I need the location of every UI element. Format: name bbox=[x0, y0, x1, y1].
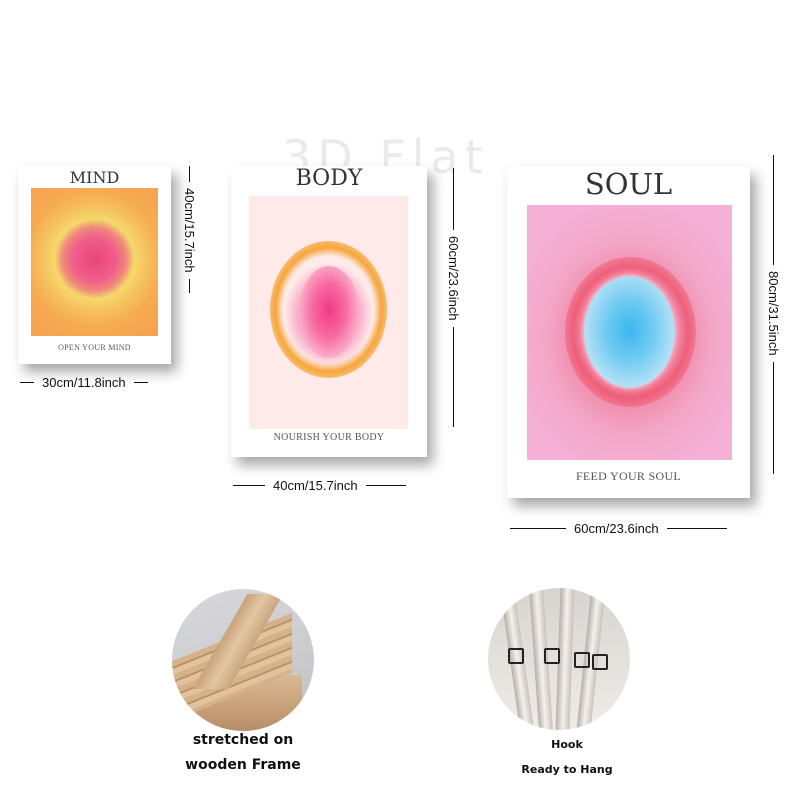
hook-icon bbox=[544, 648, 560, 664]
poster-body-title: BODY bbox=[295, 166, 363, 191]
poster-soul-artwork bbox=[527, 205, 732, 460]
hook-icon bbox=[574, 652, 590, 668]
mind-width-label: 30cm/11.8inch bbox=[42, 375, 126, 390]
poster-soul: SOUL FEED YOUR SOUL bbox=[507, 167, 750, 498]
hook-photo bbox=[488, 588, 630, 730]
poster-mind-artwork bbox=[31, 188, 158, 336]
soul-height-label: 80cm/31.5inch bbox=[766, 271, 781, 356]
poster-mind-title: MIND bbox=[69, 168, 120, 187]
poster-soul-caption: FEED YOUR SOUL bbox=[575, 469, 682, 483]
soul-height-dimension: 80cm/31.5inch bbox=[766, 155, 781, 474]
frame-caption-line1: stretched on bbox=[192, 732, 294, 748]
body-height-label: 60cm/23.6inch bbox=[446, 236, 461, 321]
poster-body-caption: NOURISH YOUR BODY bbox=[273, 432, 385, 443]
body-height-dimension: 60cm/23.6inch bbox=[446, 168, 461, 427]
body-width-label: 40cm/15.7inch bbox=[273, 478, 358, 493]
soul-width-label: 60cm/23.6inch bbox=[574, 521, 659, 536]
poster-mind: MIND OPEN YOUR MIND bbox=[18, 166, 171, 364]
poster-body-artwork bbox=[249, 196, 408, 429]
hook-caption-line1: Hook bbox=[551, 738, 583, 751]
hook-caption-line2: Ready to Hang bbox=[521, 763, 613, 776]
poster-soul-orb bbox=[584, 276, 675, 388]
hook-icon bbox=[508, 648, 524, 664]
poster-body-orb bbox=[299, 266, 359, 358]
hook-icon bbox=[592, 654, 608, 670]
poster-mind-caption: OPEN YOUR MIND bbox=[58, 343, 131, 352]
body-width-dimension: 40cm/15.7inch bbox=[233, 478, 406, 493]
poster-body: BODY NOURISH YOUR BODY bbox=[231, 166, 427, 457]
wooden-frame-photo bbox=[172, 589, 314, 731]
mind-height-label: 40cm/15.7inch bbox=[182, 188, 197, 273]
poster-soul-title: SOUL bbox=[584, 167, 673, 201]
soul-width-dimension: 60cm/23.6inch bbox=[510, 521, 727, 536]
frame-caption-line2: wooden Frame bbox=[185, 757, 301, 773]
mind-width-dimension: 30cm/11.8inch bbox=[20, 375, 148, 390]
mind-height-dimension: 40cm/15.7inch bbox=[182, 166, 197, 293]
